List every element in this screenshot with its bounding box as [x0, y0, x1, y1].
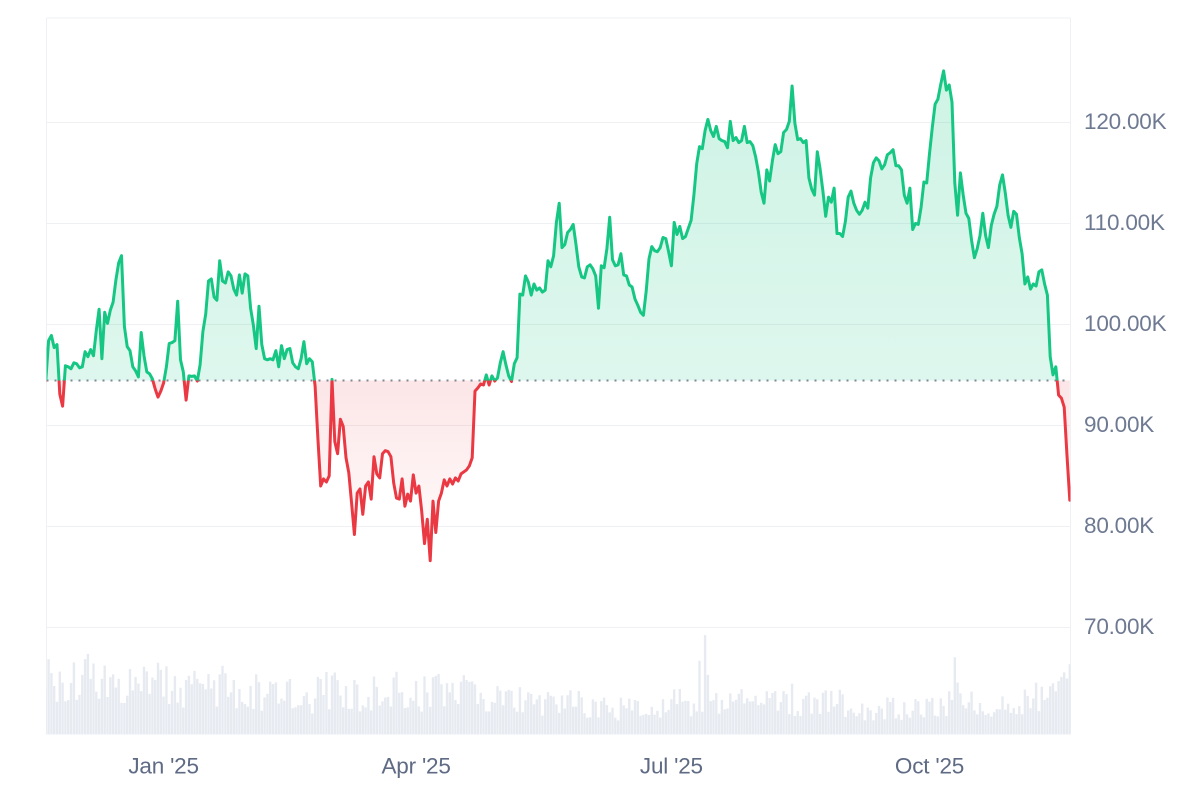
- svg-text:Jan '25: Jan '25: [128, 754, 198, 779]
- svg-text:110.00K: 110.00K: [1084, 210, 1165, 235]
- svg-text:Oct '25: Oct '25: [895, 754, 964, 779]
- svg-text:90.00K: 90.00K: [1084, 412, 1154, 437]
- svg-text:Jul '25: Jul '25: [640, 754, 703, 779]
- svg-text:120.00K: 120.00K: [1084, 109, 1167, 134]
- svg-text:Apr '25: Apr '25: [382, 754, 451, 779]
- svg-text:70.00K: 70.00K: [1084, 614, 1154, 639]
- svg-text:80.00K: 80.00K: [1084, 513, 1154, 538]
- svg-text:100.00K: 100.00K: [1084, 311, 1167, 336]
